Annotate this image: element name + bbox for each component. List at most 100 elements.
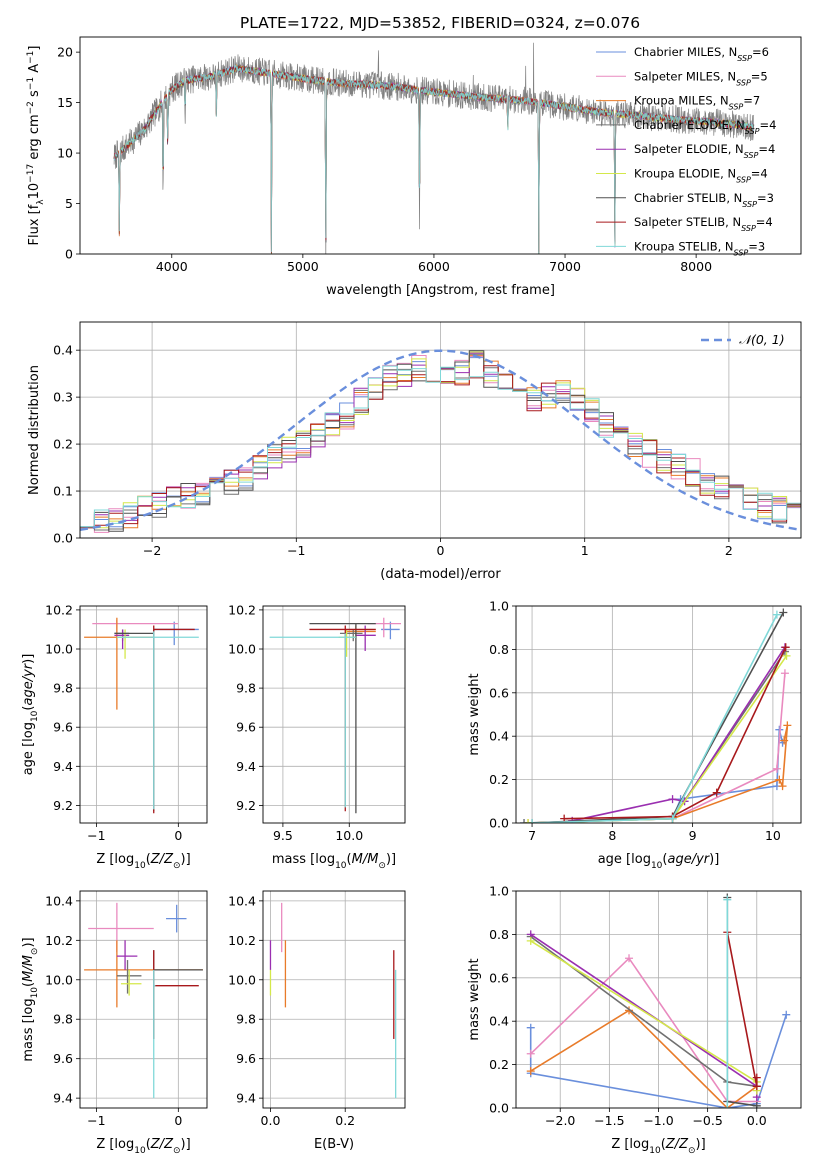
x-axis-label: age [log10(age/yr)] (598, 852, 720, 871)
weight-marker (780, 669, 789, 678)
y-tick-label: 10.0 (228, 972, 256, 987)
y-tick-label: 10 (57, 146, 73, 161)
y-tick-label: 9.4 (236, 759, 256, 774)
panel-spectrum: 4000 5000 6000 7000 8000 0 5 10 15 20 wavelength [… (26, 36, 802, 298)
panel-mass-vs-z: −1 0 9.4 9.6 9.8 10.0 10.2 10.4 Z [log10(Z/Z⊙)] m… (21, 890, 208, 1156)
legend-label: Chabrier STELIB, NSSP=3 (634, 191, 774, 209)
legend-label: Salpeter ELODIE, NSSP=4 (634, 142, 775, 160)
weight-marker (778, 782, 787, 791)
axes-frame (79, 605, 208, 824)
panel-weight-vs-z: −2.0 −1.5 −1.0 −0.5 0.0 0.0 0.2 0.4 0.6 0.8 1.0 Z [… (467, 884, 802, 1156)
x-tick-label: 5000 (287, 259, 319, 274)
weight-line-chabrier-elodie (523, 651, 786, 823)
weight-line-salpeter-miles (530, 957, 757, 1103)
x-tick-label: −1 (287, 543, 305, 558)
legend-label: Kroupa MILES, NSSP=7 (634, 94, 760, 112)
weight-marker (782, 651, 791, 660)
y-axis-label: age [log10(age/yr)] (21, 654, 40, 776)
x-tick-label: −2.0 (545, 1113, 575, 1128)
weight-marker (712, 788, 721, 797)
weight-marker (781, 643, 790, 652)
y-tick-label: 0 (65, 247, 73, 262)
x-tick-label: 1 (581, 543, 589, 558)
y-tick-label: 10.2 (45, 933, 73, 948)
weight-marker (780, 736, 789, 745)
weight-line-salpeter-stelib (726, 932, 758, 1087)
x-tick-label: 4000 (156, 259, 188, 274)
axes-frame (515, 605, 802, 824)
legend-label: Chabrier MILES, NSSP=6 (634, 45, 769, 63)
weight-marker (524, 819, 533, 823)
x-tick-label: 0 (174, 828, 182, 843)
y-tick-label: 10.0 (45, 972, 73, 987)
x-tick-label: −1 (87, 1113, 105, 1128)
x-tick-label: −1.0 (643, 1113, 673, 1128)
axes-frame (515, 890, 802, 1109)
weight-marker (668, 795, 677, 804)
weight-marker (526, 1067, 535, 1076)
weight-marker (526, 936, 535, 945)
y-tick-label: 0.6 (489, 970, 509, 985)
legend-label: 𝒩(0, 1) (739, 332, 785, 347)
weight-marker (782, 1010, 791, 1019)
x-tick-label: −1.5 (594, 1113, 624, 1128)
y-tick-label: 1.0 (489, 884, 509, 899)
weight-marker (779, 608, 788, 617)
axes-frame (79, 321, 802, 539)
x-axis-label: (data-model)/error (380, 567, 501, 582)
x-axis-label: mass [log10(M/M⊙)] (272, 852, 396, 871)
legend-label: Salpeter MILES, NSSP=5 (634, 69, 768, 87)
weight-marker (526, 1049, 535, 1058)
weight-line-chabrier-miles (523, 729, 784, 823)
weight-line-kroupa-miles (530, 1009, 758, 1108)
y-tick-label: 9.2 (53, 798, 73, 813)
y-tick-label: 0.2 (53, 437, 73, 452)
weight-marker (520, 819, 529, 823)
histogram-kroupa-stelib (80, 365, 801, 538)
y-tick-label: 9.6 (53, 1051, 73, 1066)
y-tick-label: 10.2 (45, 602, 73, 617)
y-tick-label: 0.2 (489, 1057, 509, 1072)
weight-marker (752, 1101, 761, 1108)
x-tick-label: 10 (765, 828, 781, 843)
figure-title: PLATE=1722, MJD=53852, FIBERID=0324, z=0… (240, 14, 640, 32)
axes-frame (79, 890, 208, 1109)
y-tick-label: 9.4 (53, 1091, 73, 1106)
weight-line-salpeter-elodie (530, 933, 758, 1098)
y-tick-label: 10.4 (228, 893, 256, 908)
x-tick-label: 6000 (418, 259, 450, 274)
y-axis-label: Normed distribution (27, 365, 42, 495)
panel-mass-vs-ebv: 0.0 0.2 9.4 9.6 9.8 10.0 10.2 10.4 E(B-V) (228, 890, 406, 1152)
y-tick-label: 0.4 (53, 343, 73, 358)
y-tick-label: 9.6 (236, 1051, 256, 1066)
y-tick-label: 5 (65, 196, 73, 211)
weight-line-salpeter-stelib (564, 646, 787, 820)
weight-marker (723, 895, 732, 904)
weight-marker (625, 954, 634, 963)
y-tick-label: 9.8 (53, 681, 73, 696)
y-axis-label: mass [log10(M/M⊙)] (21, 937, 40, 1061)
weight-marker (723, 1104, 732, 1108)
y-tick-label: 1.0 (489, 599, 509, 614)
axes-frame (262, 605, 406, 824)
legend-label: Chabrier ELODIE, NSSP=4 (634, 118, 776, 136)
y-tick-label: 10.4 (45, 893, 73, 908)
x-tick-label: 7 (528, 828, 536, 843)
x-tick-label: 2 (725, 543, 733, 558)
x-tick-label: 9.5 (273, 828, 293, 843)
panel-age-vs-z: −1 0 9.2 9.4 9.6 9.8 10.0 10.2 Z [log10(Z/Z⊙)] ag… (21, 602, 208, 871)
y-tick-label: 0.0 (489, 816, 509, 831)
y-tick-label: 9.6 (53, 720, 73, 735)
y-axis-label: Flux [fλ10−17 erg cm−2 s−1 A−1] (26, 46, 46, 246)
x-tick-label: 10.0 (335, 828, 363, 843)
y-tick-label: 15 (57, 95, 73, 110)
x-tick-label: 0 (437, 543, 445, 558)
y-tick-label: 0.6 (489, 685, 509, 700)
weight-line-salpeter-elodie (572, 646, 786, 822)
panel-weight-vs-age: 7 8 9 10 0.0 0.2 0.4 0.6 0.8 1.0 age [log10(age/yr… (467, 599, 802, 871)
y-tick-label: 9.4 (53, 759, 73, 774)
y-tick-label: 0.4 (489, 1014, 509, 1029)
axes-frame (79, 36, 802, 255)
weight-marker (772, 764, 781, 773)
